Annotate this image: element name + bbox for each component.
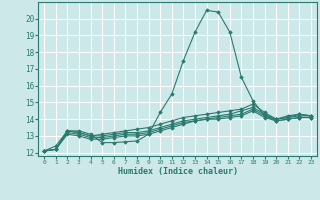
X-axis label: Humidex (Indice chaleur): Humidex (Indice chaleur) (118, 167, 238, 176)
